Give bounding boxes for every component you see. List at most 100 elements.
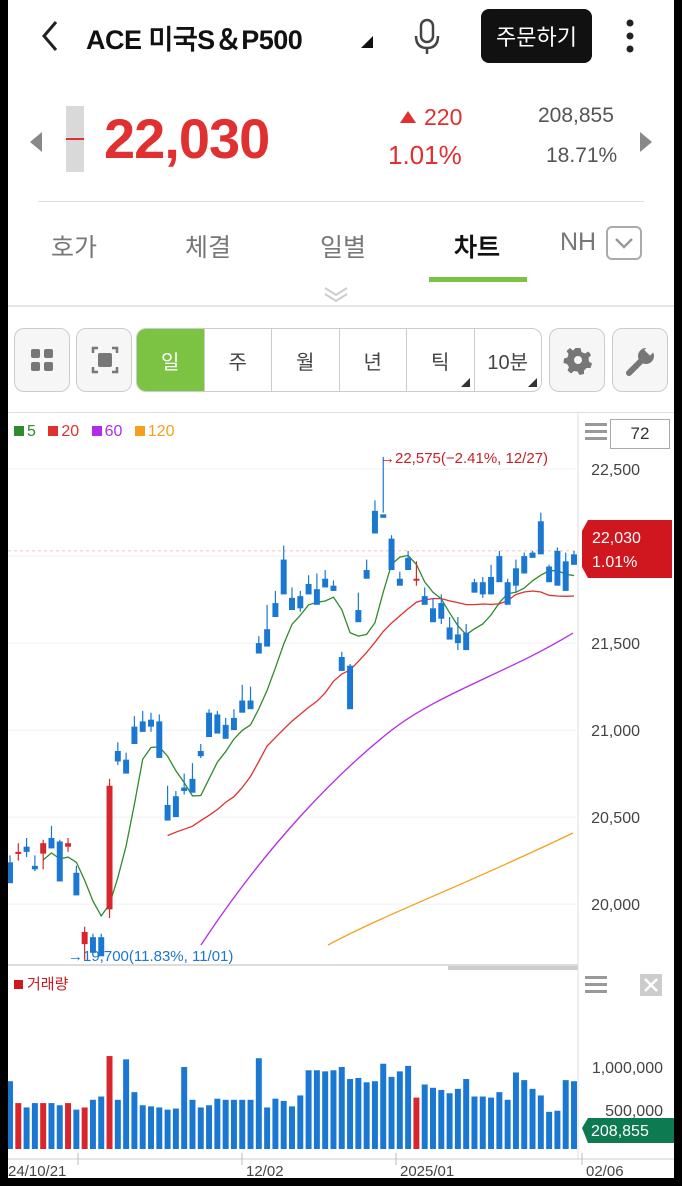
active-tab-indicator	[429, 277, 527, 282]
more-options-icon[interactable]	[620, 16, 640, 56]
volume-bar	[380, 1063, 387, 1149]
candle	[264, 604, 271, 647]
candle	[554, 547, 561, 586]
volume-menu-icon[interactable]	[585, 976, 607, 994]
period-selector: 일 주 월 년 틱 10분	[136, 328, 542, 392]
chart-area[interactable]: 5 20 60 120 72 22,50022,00021,50021,0002…	[8, 412, 674, 1178]
candle-body	[280, 559, 287, 595]
candle	[405, 550, 412, 571]
candle	[421, 587, 428, 605]
chart-menu-icon[interactable]	[585, 423, 607, 441]
date-label: 24/10/21	[8, 1163, 66, 1178]
volume-bar	[537, 1095, 544, 1149]
volume-bar	[148, 1106, 154, 1149]
candle-body	[313, 589, 320, 605]
close-volume-icon[interactable]	[640, 974, 662, 996]
candle-body	[413, 578, 420, 581]
legend-ma20: 20	[48, 423, 79, 440]
next-stock-icon[interactable]	[640, 132, 652, 152]
candle-body	[106, 785, 113, 910]
candle	[347, 663, 354, 710]
candle-body	[430, 608, 436, 623]
volume-bar	[289, 1106, 295, 1149]
candle-body	[363, 570, 370, 579]
candle	[330, 580, 337, 591]
price-tick-label: 20,500	[591, 810, 640, 827]
volume-bar	[504, 1099, 511, 1149]
volume-bar	[247, 1099, 254, 1149]
legend-swatch	[14, 426, 24, 436]
period-year[interactable]: 년	[340, 329, 407, 391]
tab-expand-button[interactable]	[606, 226, 642, 260]
tools-button[interactable]	[612, 328, 668, 392]
zoom-count-input[interactable]: 72	[610, 419, 670, 449]
candle	[488, 564, 495, 595]
scroll-thumb	[448, 966, 578, 970]
candle	[529, 550, 536, 558]
candle	[131, 716, 138, 745]
candle-body	[446, 627, 453, 640]
candle	[40, 839, 47, 870]
period-week[interactable]: 주	[205, 329, 272, 391]
volume-bar	[181, 1067, 188, 1149]
volume-bar	[123, 1059, 130, 1149]
order-button[interactable]: 주문하기	[481, 9, 592, 63]
fullscreen-icon	[91, 346, 119, 374]
candle-body	[388, 538, 395, 571]
volume-bar	[313, 1070, 320, 1149]
volume-bar	[56, 1105, 63, 1149]
candle	[562, 552, 569, 591]
tab-nh[interactable]: NH	[560, 228, 597, 256]
previous-stock-icon[interactable]	[30, 132, 42, 152]
settings-button[interactable]	[549, 328, 605, 392]
volume-bar	[239, 1099, 246, 1149]
tab-chart[interactable]: 차트	[454, 234, 501, 262]
up-triangle-icon	[400, 111, 416, 123]
tab-orderbook[interactable]: 호가	[51, 234, 98, 262]
candle	[537, 512, 544, 555]
volume-bar	[280, 1100, 287, 1149]
volume-bar	[571, 1081, 577, 1149]
volume-bar	[512, 1072, 519, 1149]
volume-bar	[305, 1070, 312, 1149]
volume-bar	[214, 1098, 221, 1149]
volume-bar	[197, 1107, 204, 1149]
candle-body	[380, 514, 387, 518]
candle	[289, 587, 295, 611]
volume-bar	[264, 1107, 271, 1149]
period-month[interactable]: 월	[272, 329, 340, 391]
candle-body	[537, 521, 544, 555]
period-day[interactable]: 일	[137, 329, 205, 391]
candle-body	[396, 578, 403, 586]
top-bar: ACE 미국S＆P500 주문하기	[8, 0, 674, 76]
candle-body	[347, 665, 354, 710]
layout-button[interactable]	[14, 328, 70, 392]
volume-legend-swatch	[14, 980, 23, 989]
back-arrow-icon[interactable]	[36, 18, 66, 54]
date-label: 02/06	[586, 1163, 624, 1178]
candle-body	[31, 865, 38, 870]
collapse-chevron-icon[interactable]	[321, 284, 351, 304]
legend-ma20-label: 20	[61, 423, 80, 440]
legend-ma120-label: 120	[147, 423, 175, 440]
tab-executions[interactable]: 체결	[185, 234, 232, 262]
candle-body	[405, 557, 412, 571]
candle	[197, 744, 204, 758]
candle-body	[571, 554, 577, 565]
title-dropdown-icon[interactable]	[361, 36, 373, 48]
legend-ma120: 120	[134, 423, 175, 440]
candle	[230, 709, 237, 731]
candle	[189, 763, 196, 793]
period-minute[interactable]: 10분	[475, 329, 542, 391]
volume-bar	[430, 1087, 436, 1149]
fullscreen-button[interactable]	[76, 328, 132, 392]
period-tick[interactable]: 틱	[407, 329, 475, 391]
candle	[363, 559, 370, 579]
tab-daily[interactable]: 일별	[320, 234, 367, 262]
candle	[23, 837, 30, 858]
candle-body	[139, 721, 146, 732]
candle-body	[239, 700, 246, 713]
volume-bar	[488, 1097, 495, 1149]
microphone-icon[interactable]	[412, 18, 442, 56]
stock-title[interactable]: ACE 미국S＆P500	[86, 25, 303, 55]
